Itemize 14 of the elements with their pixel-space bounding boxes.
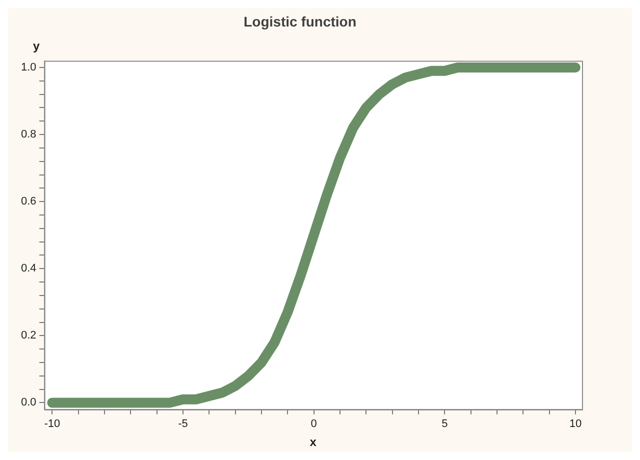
y-axis-title: y xyxy=(32,39,40,54)
y-tick-label: 0.6 xyxy=(20,196,36,208)
x-tick-label: -10 xyxy=(44,418,60,430)
x-tick-label: 0 xyxy=(310,418,317,430)
y-tick-label: 1.0 xyxy=(20,62,36,74)
chart-title: Logistic function xyxy=(244,13,356,30)
x-tick-label: 5 xyxy=(442,418,448,430)
y-tick-label: 0.2 xyxy=(20,330,36,342)
x-tick-label: -5 xyxy=(178,418,188,430)
y-tick-label: 0.0 xyxy=(20,396,36,409)
y-tick-label: 0.8 xyxy=(20,128,36,141)
x-tick-label: 10 xyxy=(569,418,582,430)
y-tick-label: 0.4 xyxy=(20,262,36,275)
x-axis-title: x xyxy=(310,435,317,450)
